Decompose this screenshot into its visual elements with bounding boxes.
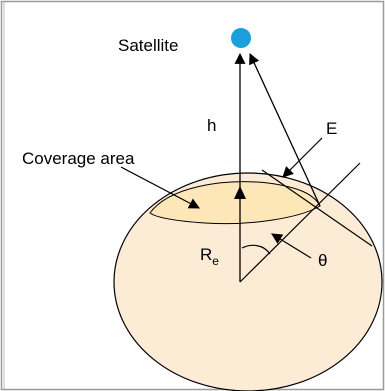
earth-ellipse: [113, 172, 383, 391]
earth-radius-label: Re: [200, 245, 219, 268]
radial-extension-line: [239, 162, 361, 283]
line-of-sight-arrow: [249, 53, 321, 207]
theta-label: θ: [318, 251, 327, 270]
theta-pointer-arrow: [271, 233, 312, 259]
tangent-line: [261, 169, 373, 247]
coverage-pointer-arrow: [120, 166, 200, 209]
earth-radius-subscript: e: [212, 254, 219, 268]
surface-arrowhead: [234, 186, 246, 199]
satellite-dot: [231, 28, 251, 48]
theta-arc: [241, 244, 271, 255]
elevation-angle-label: E: [326, 119, 337, 138]
coverage-area-label: Coverage area: [22, 149, 135, 168]
elevation-pointer-arrow: [282, 137, 323, 178]
satellite-label: Satellite: [118, 36, 178, 55]
altitude-label: h: [207, 116, 216, 135]
